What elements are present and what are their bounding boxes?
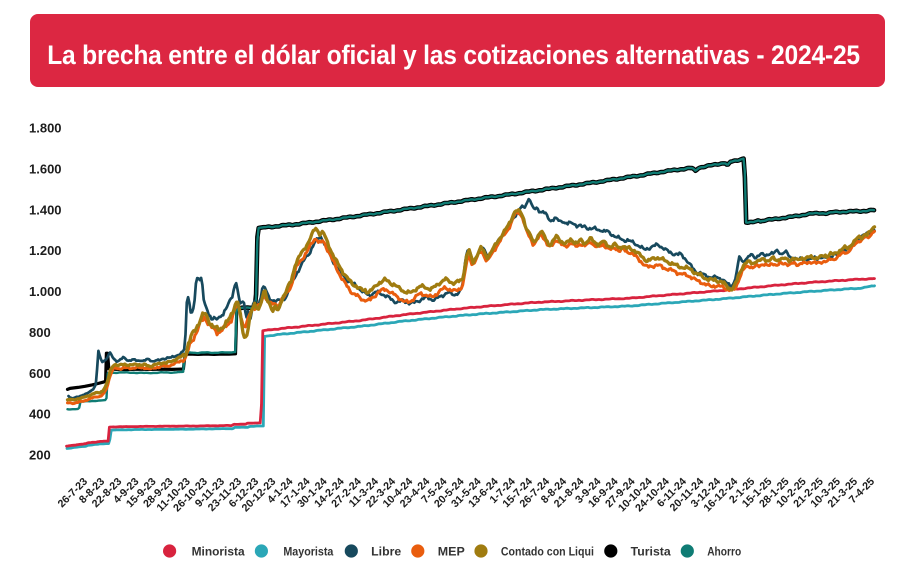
svg-text:MEP: MEP [438,545,465,559]
svg-text:200: 200 [29,448,51,463]
svg-text:Mayorista: Mayorista [283,545,333,559]
svg-text:1.400: 1.400 [29,202,62,217]
svg-text:Turista: Turista [631,545,671,559]
svg-text:600: 600 [29,366,51,381]
svg-text:1.200: 1.200 [29,243,62,258]
svg-text:Ahorro: Ahorro [707,545,741,559]
svg-text:1.000: 1.000 [29,284,62,299]
svg-text:800: 800 [29,325,51,340]
svg-text:1.800: 1.800 [29,121,62,136]
svg-text:Contado con Liqui: Contado con Liqui [501,545,594,559]
svg-text:Minorista: Minorista [192,545,245,559]
svg-text:1.600: 1.600 [29,162,62,177]
svg-text:Libre: Libre [371,545,401,559]
svg-text:400: 400 [29,407,51,422]
